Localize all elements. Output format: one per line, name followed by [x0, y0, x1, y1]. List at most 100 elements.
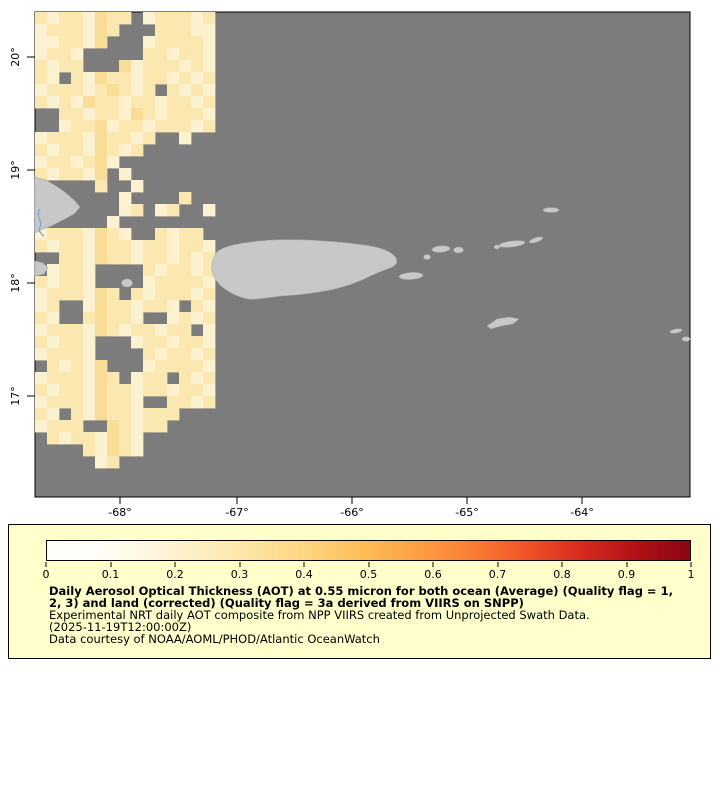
aot-cell — [71, 12, 84, 25]
aot-cell — [179, 372, 192, 385]
aot-cell — [59, 156, 72, 169]
aot-cell — [47, 288, 60, 301]
colorbar-tick-label: 0.2 — [166, 568, 184, 581]
aot-cell — [95, 96, 108, 109]
aot-cell — [155, 108, 168, 121]
aot-cell — [107, 132, 120, 145]
aot-cell — [179, 240, 192, 253]
aot-cell — [59, 372, 72, 385]
aot-cell — [47, 60, 60, 73]
aot-cell — [71, 360, 84, 373]
aot-cell — [71, 396, 84, 409]
aot-cell — [107, 312, 120, 325]
aot-cell — [119, 108, 132, 121]
aot-cell — [59, 144, 72, 157]
aot-cell — [155, 120, 168, 133]
aot-cell — [203, 24, 216, 37]
colorbar-tick — [497, 562, 498, 567]
aot-cell — [95, 228, 108, 241]
aot-cell — [47, 372, 60, 385]
legend-credit: Data courtesy of NOAA/AOML/PHOD/Atlantic… — [49, 632, 380, 646]
aot-cell — [155, 372, 168, 385]
colorbar-tick-label: 0.6 — [424, 568, 442, 581]
aot-cell — [167, 336, 180, 349]
aot-cell — [119, 84, 132, 97]
aot-cell — [83, 24, 96, 37]
aot-cell — [203, 312, 216, 325]
aot-cell — [47, 48, 60, 61]
aot-cell — [155, 252, 168, 265]
aot-cell — [143, 324, 156, 337]
aot-cell — [131, 408, 144, 421]
aot-cell — [179, 384, 192, 397]
aot-cell — [47, 324, 60, 337]
colorbar-tick-label: 0 — [42, 568, 50, 581]
aot-cell — [71, 408, 84, 421]
aot-cell — [83, 300, 96, 313]
aot-cell — [155, 348, 168, 361]
aot-cell — [131, 300, 144, 313]
aot-cell — [203, 300, 216, 313]
coastline-blue-line — [37, 208, 45, 237]
aot-cell — [47, 264, 60, 277]
aot-cell — [83, 384, 96, 397]
aot-cell — [107, 408, 120, 421]
aot-cell — [167, 324, 180, 337]
aot-cell — [155, 420, 168, 433]
island-virgin-gorda — [529, 236, 543, 244]
aot-cell — [167, 396, 180, 409]
aot-cell — [47, 312, 60, 325]
aot-cell — [83, 156, 96, 169]
aot-cell — [167, 72, 180, 85]
aot-cell — [143, 420, 156, 433]
aot-cell — [179, 360, 192, 373]
aot-cell — [47, 420, 60, 433]
aot-cell — [107, 72, 120, 85]
aot-cell — [143, 120, 156, 133]
colorbar-tick-label: 0.8 — [553, 568, 571, 581]
aot-cell — [167, 384, 180, 397]
legend-description: Experimental NRT daily AOT composite fro… — [49, 608, 590, 622]
aot-cell — [59, 360, 72, 373]
aot-cell — [191, 120, 204, 133]
aot-cell — [47, 72, 60, 85]
aot-cell — [155, 60, 168, 73]
legend-title-line2: 2, 3) and land (corrected) (Quality flag… — [49, 596, 524, 610]
aot-cell — [119, 168, 132, 181]
aot-map: 20° 19° 18° 17° -68° -67° -66° -65° -64° — [9, 11, 691, 519]
aot-cell — [47, 408, 60, 421]
aot-cell — [119, 12, 132, 25]
aot-cell — [179, 276, 192, 289]
aot-cell — [107, 216, 120, 229]
aot-cell — [35, 96, 48, 109]
island-st-martin — [681, 336, 691, 342]
aot-cell — [71, 72, 84, 85]
aot-cell — [59, 228, 72, 241]
aot-cell — [71, 240, 84, 253]
aot-cell — [95, 240, 108, 253]
aot-cell — [119, 444, 132, 457]
aot-cell — [191, 228, 204, 241]
aot-cell — [47, 384, 60, 397]
aot-cell — [155, 240, 168, 253]
aot-cell — [131, 396, 144, 409]
aot-cell — [59, 420, 72, 433]
aot-cell — [203, 336, 216, 349]
aot-cell — [179, 24, 192, 37]
aot-cell — [155, 300, 168, 313]
aot-cell — [179, 108, 192, 121]
aot-cell — [179, 324, 192, 337]
aot-cell — [83, 264, 96, 277]
aot-cell — [47, 240, 60, 253]
aot-cell — [131, 72, 144, 85]
aot-cell — [107, 456, 120, 469]
aot-cell — [143, 12, 156, 25]
aot-cell — [59, 252, 72, 265]
aot-cell — [191, 360, 204, 373]
aot-cell — [167, 204, 180, 217]
aot-cell — [71, 144, 84, 157]
aot-cell — [47, 132, 60, 145]
aot-cell — [155, 72, 168, 85]
aot-cell — [47, 300, 60, 313]
aot-cell — [35, 372, 48, 385]
